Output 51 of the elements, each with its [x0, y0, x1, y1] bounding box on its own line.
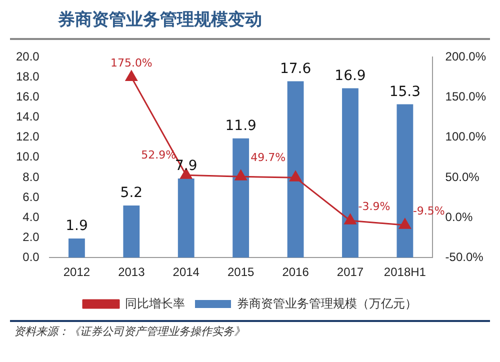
bar [178, 178, 194, 258]
y2-tick-label: -50.0% [445, 250, 484, 264]
x-tick-label: 2018H1 [384, 265, 426, 280]
x-tick-label: 2015 [227, 265, 254, 280]
bar [232, 138, 250, 258]
legend-label: 同比增长率 [125, 296, 185, 310]
point [234, 170, 247, 180]
y2-tick-label: 50.0% [445, 170, 480, 184]
y2-tick-label: 200.0% [445, 50, 486, 64]
bar [342, 88, 358, 258]
data-label: -9.5% [412, 204, 445, 218]
data-label: 5.2 [120, 185, 143, 202]
data-label: 11.9 [225, 118, 256, 134]
point [399, 218, 411, 229]
data-label: -3.9% [358, 200, 390, 214]
x-tick-label: 2014 [172, 265, 200, 280]
y-tick-label: 2.0 [22, 230, 40, 244]
x-tick-label: 2016 [282, 265, 310, 280]
y-tick-label: 16.0 [16, 90, 40, 104]
y2-tick-label: 150.0% [445, 90, 486, 104]
bar [68, 238, 85, 258]
x-tick-label: 2013 [118, 265, 146, 280]
x-tick-label: 2017 [336, 265, 364, 280]
text: 资料来源：《证券公司资产管理业务操作实务》 [10, 320, 490, 341]
y2-tick-label: 0.0% [445, 210, 473, 224]
legend-label: 券商资管业务管理规模（万亿元） [237, 296, 417, 310]
chart-title: 券商资管业务管理规模变动 [10, 0, 490, 40]
data-label: 1.9 [66, 218, 88, 234]
y-tick-label: 14.0 [16, 110, 40, 124]
point [125, 70, 138, 81]
point [344, 214, 356, 224]
y-tick-label: 4.0 [22, 210, 40, 224]
bar [123, 205, 140, 258]
data-label: 52.9% [141, 148, 176, 162]
data-label: 17.6 [280, 60, 312, 77]
y-tick-label: 12.0 [16, 130, 40, 144]
y-tick-label: 6.0 [22, 190, 40, 204]
data-label: 16.9 [334, 68, 366, 84]
y-tick-label: 20.0 [16, 50, 40, 64]
data-label: 49.7% [250, 151, 286, 164]
x-tick-label: 2012 [63, 265, 90, 280]
data-label: 175.0% [110, 56, 152, 70]
y2-tick-label: 100.0% [445, 130, 486, 144]
data-label: 15.3 [389, 84, 421, 100]
y-tick-label: 8.0 [22, 170, 40, 184]
bar [396, 104, 414, 258]
y-tick-label: 10.0 [16, 150, 40, 164]
y-tick-label: 0.0 [22, 250, 40, 264]
y-tick-label: 18.0 [16, 70, 40, 84]
point [290, 170, 302, 182]
bar [287, 81, 304, 258]
